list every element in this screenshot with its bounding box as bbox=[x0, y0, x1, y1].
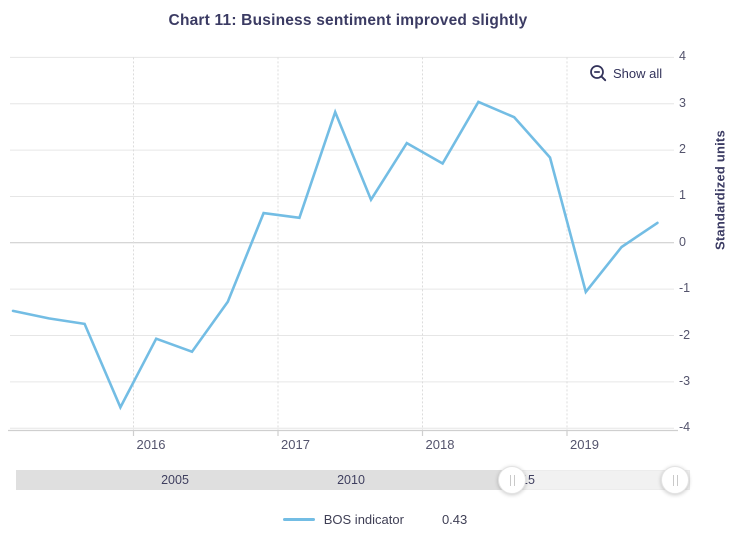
y-axis-tick-label: 1 bbox=[679, 188, 686, 203]
navigator-handle-right[interactable] bbox=[661, 466, 689, 494]
navigator-handle-left[interactable] bbox=[498, 466, 526, 494]
bos-indicator-line[interactable] bbox=[11, 100, 659, 411]
handle-grip-icon bbox=[509, 474, 515, 486]
chart-title: Chart 11: Business sentiment improved sl… bbox=[168, 12, 528, 29]
handle-grip-icon bbox=[672, 474, 678, 486]
x-axis-tick-label: 2018 bbox=[425, 437, 455, 452]
legend-item-bos-indicator[interactable]: BOS indicator bbox=[282, 512, 404, 527]
legend-series-value: 0.43 bbox=[441, 512, 468, 527]
legend-line-swatch bbox=[282, 518, 315, 521]
y-axis-tick-label: 0 bbox=[679, 234, 686, 249]
show-all-label: Show all bbox=[613, 65, 663, 81]
y-axis-tick-label: 4 bbox=[679, 49, 686, 64]
y-axis-tick-label: -2 bbox=[679, 327, 691, 342]
navigator-selected-range[interactable] bbox=[16, 470, 512, 490]
navigator-label: 2010 bbox=[337, 473, 365, 487]
y-axis-tick-label: -1 bbox=[679, 281, 691, 296]
x-axis-tick-label: 2016 bbox=[136, 437, 166, 452]
navigator-label: 2005 bbox=[161, 473, 189, 487]
y-axis-tick-label: 2 bbox=[679, 142, 686, 157]
show-all-button[interactable]: Show all bbox=[586, 62, 665, 84]
y-axis-tick-label: 3 bbox=[679, 95, 686, 110]
x-axis-tick-label: 2019 bbox=[570, 437, 599, 452]
zoom-out-icon bbox=[589, 64, 607, 82]
legend: BOS indicator 0.43 bbox=[0, 512, 750, 527]
x-axis-tick-label: 2017 bbox=[281, 437, 310, 452]
plot-area[interactable] bbox=[0, 0, 750, 465]
navigator-track[interactable]: 2005 2010 2015 bbox=[16, 470, 690, 490]
legend-series-label: BOS indicator bbox=[323, 512, 404, 527]
y-axis-tick-label: -3 bbox=[679, 373, 691, 388]
y-axis-tick-label: -4 bbox=[679, 420, 691, 435]
